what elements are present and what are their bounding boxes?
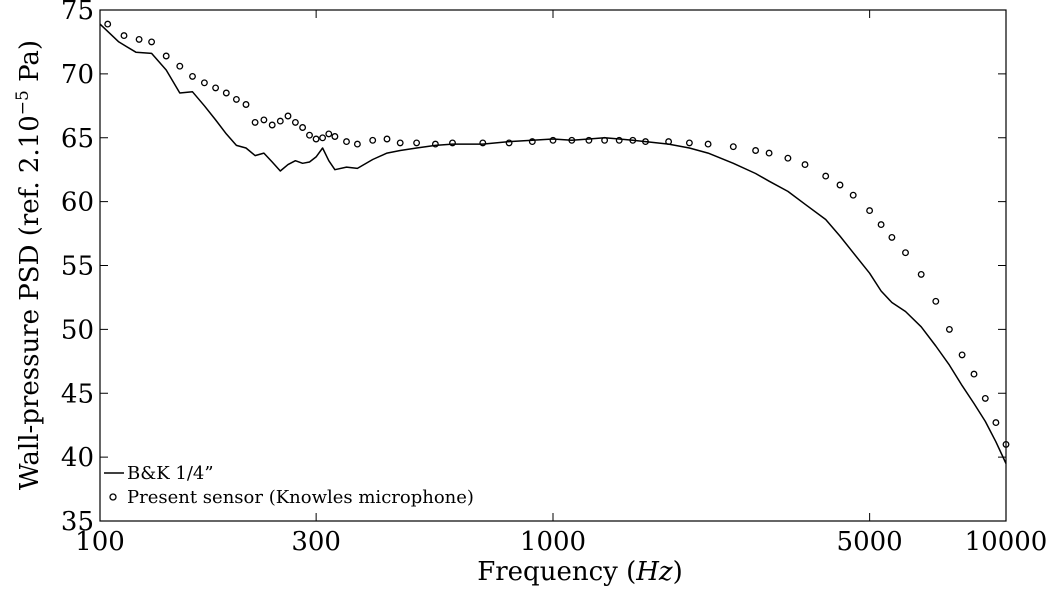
legend-marker-swatch [109, 493, 117, 501]
x-tick-label: 100 [75, 527, 125, 557]
data-point [729, 143, 737, 151]
data-point [765, 149, 773, 157]
data-point [665, 138, 673, 146]
data-point [284, 112, 292, 120]
data-point [242, 101, 250, 108]
tick-labels: 100 300 1000 5000 10000 35 40 45 50 55 60 65 70 75 [61, 0, 1047, 557]
data-point [479, 139, 487, 147]
data-point [276, 117, 284, 125]
data-point [222, 89, 230, 97]
data-point [306, 131, 313, 139]
ticks [99, 9, 1007, 522]
data-point [585, 136, 593, 144]
data-point [958, 351, 966, 359]
data-point [120, 32, 128, 40]
data-point [251, 118, 259, 126]
series-markers-knowles [104, 20, 1010, 448]
data-point [200, 79, 208, 87]
data-point [801, 161, 809, 169]
y-tick-label: 65 [61, 124, 94, 154]
data-point [260, 116, 268, 124]
data-point [866, 207, 874, 215]
y-tick-label: 70 [61, 60, 94, 90]
x-tick-label: 1000 [520, 527, 586, 557]
series-layer [99, 20, 1010, 464]
data-point [568, 136, 576, 144]
y-tick-label: 50 [61, 315, 94, 345]
data-point [888, 233, 896, 241]
data-point [849, 191, 857, 199]
data-point [369, 136, 377, 144]
legend-label-knowles: Present sensor (Knowles microphone) [127, 487, 474, 508]
data-point [312, 135, 320, 143]
data-point [752, 147, 760, 154]
data-point [836, 181, 844, 189]
data-point [704, 140, 712, 148]
data-point [917, 270, 925, 278]
legend: B&K 1/4” Present sensor (Knowles microph… [104, 463, 474, 508]
y-tick-label: 45 [61, 379, 94, 409]
data-point [431, 140, 439, 148]
x-tick-label: 300 [291, 527, 341, 557]
data-point [413, 139, 421, 147]
y-tick-label: 35 [61, 507, 94, 537]
data-point [601, 136, 609, 144]
data-point [135, 35, 143, 43]
data-point [528, 138, 536, 146]
y-tick-label: 75 [61, 0, 94, 26]
data-point [268, 121, 276, 129]
x-tick-label: 5000 [837, 527, 903, 557]
data-point [353, 140, 361, 148]
data-point [396, 139, 404, 147]
data-point [877, 221, 885, 229]
x-tick-label: 10000 [965, 527, 1048, 557]
data-point [992, 419, 1000, 427]
data-point [319, 134, 327, 142]
data-point [343, 138, 350, 146]
data-point [981, 394, 989, 402]
data-point [176, 62, 184, 70]
data-point [325, 130, 333, 138]
data-point [629, 136, 637, 144]
y-tick-label: 40 [61, 443, 94, 473]
data-point [212, 84, 220, 92]
data-point [291, 118, 299, 126]
data-point [449, 139, 456, 147]
data-point [299, 124, 307, 131]
y-tick-label: 60 [61, 188, 94, 218]
data-point [970, 370, 978, 378]
data-point [104, 20, 112, 28]
data-point [932, 297, 940, 305]
data-point [383, 135, 391, 143]
data-point [615, 136, 623, 144]
data-point [505, 139, 513, 147]
legend-label-bk: B&K 1/4” [127, 463, 214, 484]
data-point [549, 136, 557, 144]
series-line-bk [99, 23, 1007, 464]
data-point [822, 172, 830, 180]
data-point [232, 95, 240, 103]
plot-frame [99, 9, 1007, 522]
data-point [1002, 440, 1010, 448]
y-tick-label: 55 [61, 252, 94, 282]
data-point [685, 139, 693, 147]
data-point [189, 72, 196, 80]
x-axis-label: Frequency (Hz) [477, 557, 683, 587]
data-point [148, 38, 156, 46]
data-point [945, 325, 953, 333]
data-point [784, 154, 792, 162]
data-point [331, 133, 339, 140]
data-point [642, 138, 649, 146]
data-point [902, 249, 909, 257]
data-point [162, 52, 170, 60]
y-axis-label: Wall-pressure PSD (ref. 2.10−5 Pa) [13, 40, 45, 490]
